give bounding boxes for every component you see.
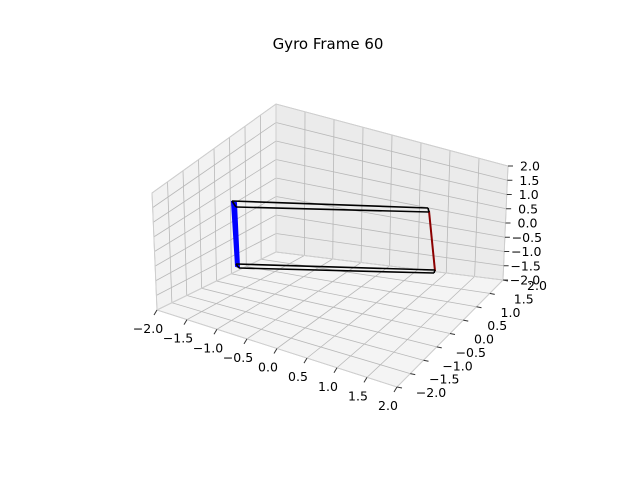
y-tick-mark (410, 373, 416, 376)
x-tick-mark (333, 367, 338, 374)
x-tick-label: −1.0 (193, 340, 223, 355)
box-edge (235, 263, 436, 271)
z-tick-label: −2.0 (510, 273, 540, 288)
y-tick-label: 1.5 (514, 291, 534, 306)
x-tick-mark (213, 328, 218, 335)
z-tick-label: −1.0 (511, 244, 541, 259)
chart-title: Gyro Frame 60 (273, 35, 384, 53)
box-edge (235, 206, 430, 213)
box-edge (235, 263, 240, 269)
x-tick-mark (303, 357, 308, 364)
box-edge (427, 207, 430, 213)
x-tick-label: −0.5 (223, 350, 253, 365)
x-tick-mark (363, 377, 368, 383)
z-tick-label: 2.0 (520, 159, 540, 174)
y-tick-label: −2.0 (416, 385, 446, 400)
pane-floor (157, 252, 503, 387)
z-tick-label: −0.5 (512, 230, 542, 245)
box-edge (231, 200, 237, 208)
x-tick-label: 1.0 (318, 379, 338, 394)
box-edge (231, 200, 429, 209)
x-tick-mark (273, 348, 278, 354)
z-tick-label: −1.5 (510, 258, 540, 273)
y-tick-label: 1.0 (501, 305, 521, 320)
x-tick-label: −2.0 (133, 321, 163, 336)
x-tick-label: 2.0 (378, 398, 398, 413)
y-tick-label: 0.0 (474, 332, 494, 347)
y-tick-mark (489, 292, 495, 295)
z-tick-label: 0.0 (518, 216, 538, 231)
x-tick-label: 1.5 (348, 388, 368, 403)
x-tick-label: 0.0 (258, 360, 278, 375)
y-tick-mark (463, 319, 469, 322)
z-axis-ticks: −2.0−1.5−1.0−0.50.00.51.01.52.0 (503, 159, 542, 288)
y-axis-ticks: −2.0−1.5−1.0−0.50.00.51.01.52.0 (396, 278, 547, 400)
z-tick-label: 0.5 (518, 201, 538, 216)
z-tick-label: 1.5 (519, 173, 539, 188)
x-axis-ticks: −2.0−1.5−1.0−0.5 0.0 0.5 1.0 1.5 2.0 (133, 309, 398, 413)
x-tick-mark (393, 386, 398, 393)
y-tick-label: −0.5 (456, 345, 486, 360)
x-tick-mark (243, 338, 248, 345)
box-right-edge (428, 210, 436, 272)
x-tick-mark (153, 309, 158, 316)
x-tick-label: 0.5 (288, 369, 308, 384)
y-tick-label: −1.0 (442, 358, 472, 373)
y-tick-label: 0.5 (487, 318, 507, 333)
x-tick-mark (183, 319, 188, 325)
gyro-box (230, 200, 436, 274)
box-edge (238, 267, 435, 274)
z-tick-label: 1.0 (519, 187, 539, 202)
x-tick-label: −1.5 (163, 331, 193, 346)
pane-edges (151, 103, 509, 388)
y-tick-mark (436, 346, 442, 349)
y-tick-mark (396, 386, 403, 389)
y-tick-mark (449, 333, 456, 335)
pane-back (276, 104, 508, 280)
y-tick-mark (423, 359, 429, 362)
y-tick-label: −1.5 (429, 372, 459, 387)
box-edge (433, 269, 436, 274)
y-tick-label: 2.0 (527, 278, 547, 293)
y-tick-mark (476, 306, 482, 309)
